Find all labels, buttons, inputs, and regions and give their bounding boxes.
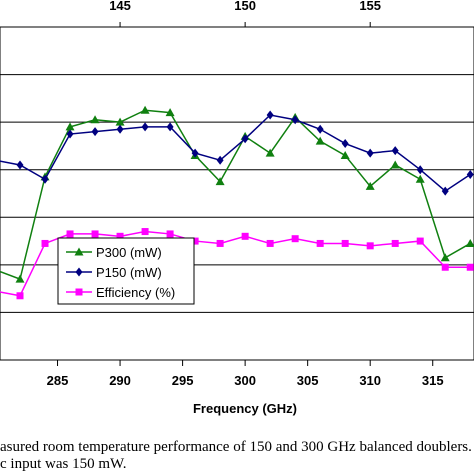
- legend-marker: [75, 267, 83, 277]
- data-point: [66, 129, 74, 139]
- data-point: [91, 127, 99, 137]
- data-point: [316, 239, 324, 247]
- x-tick-label: 290: [109, 373, 131, 388]
- data-point: [166, 122, 174, 132]
- data-point: [41, 174, 49, 184]
- data-point: [316, 124, 324, 134]
- data-point: [266, 110, 274, 120]
- series-line: [0, 230, 471, 297]
- data-point: [341, 139, 349, 149]
- data-point: [465, 238, 474, 247]
- data-point: [440, 253, 450, 262]
- legend-item: P150 (mW): [66, 265, 162, 280]
- figure-caption-line-1: asured room temperature performance of 1…: [0, 439, 472, 455]
- legend-marker: [74, 247, 84, 256]
- series-group: [0, 105, 474, 300]
- top-tick-label: 150: [234, 0, 256, 13]
- x-tick-label: 285: [47, 373, 69, 388]
- data-point: [441, 186, 449, 196]
- data-point: [140, 105, 150, 114]
- data-point: [215, 177, 225, 186]
- data-point: [216, 155, 224, 165]
- data-point: [466, 263, 474, 271]
- data-point: [366, 148, 374, 158]
- data-point: [66, 230, 74, 238]
- series-line: [0, 109, 471, 281]
- data-point: [415, 174, 425, 183]
- data-point: [241, 134, 249, 144]
- data-point: [16, 160, 24, 170]
- legend-marker: [75, 288, 83, 296]
- legend-label: P150 (mW): [96, 265, 162, 280]
- figure-caption-line-2: c input was 150 mW.: [0, 456, 127, 472]
- data-point: [16, 292, 24, 300]
- top-axis: 145 150 155: [109, 0, 381, 27]
- data-point: [141, 122, 149, 132]
- data-point: [391, 146, 399, 156]
- x-tick-label: 300: [234, 373, 256, 388]
- data-point: [340, 150, 350, 159]
- legend-item: P300 (mW): [66, 245, 162, 260]
- legend: P300 (mW) P150 (mW) Efficiency (%): [57, 237, 195, 305]
- data-point: [115, 117, 125, 126]
- data-point: [291, 115, 299, 125]
- data-point: [191, 237, 199, 245]
- data-point: [416, 165, 424, 175]
- data-point: [265, 148, 275, 157]
- data-point: [141, 228, 149, 236]
- data-point: [65, 122, 75, 131]
- data-point: [165, 108, 175, 117]
- data-point: [191, 148, 199, 158]
- data-point: [91, 230, 99, 238]
- series-3: [0, 228, 474, 300]
- data-point: [315, 136, 325, 145]
- data-point: [391, 239, 399, 247]
- data-point: [466, 169, 474, 179]
- data-point: [441, 263, 449, 271]
- top-tick-label: 155: [359, 0, 381, 13]
- data-point: [366, 242, 374, 250]
- x-axis-title: Frequency (GHz): [193, 401, 297, 416]
- data-point: [365, 181, 375, 190]
- series-line: [0, 114, 471, 193]
- data-point: [15, 274, 25, 283]
- data-point: [266, 239, 274, 247]
- series-2: [0, 110, 474, 196]
- data-point: [116, 124, 124, 134]
- data-point: [216, 239, 224, 247]
- x-axis: 285 290 295 300 305 310 315: [47, 360, 444, 388]
- plot-area: [0, 26, 474, 361]
- x-tick-label: 315: [422, 373, 444, 388]
- x-tick-label: 305: [297, 373, 319, 388]
- top-tick-label: 145: [109, 0, 131, 13]
- data-point: [291, 235, 299, 243]
- data-point: [116, 232, 124, 240]
- data-point: [166, 230, 174, 238]
- legend-item: Efficiency (%): [66, 285, 175, 300]
- data-point: [390, 160, 400, 169]
- legend-label: P300 (mW): [96, 245, 162, 260]
- x-tick-label: 295: [172, 373, 194, 388]
- data-point: [90, 115, 100, 124]
- data-point: [341, 239, 349, 247]
- x-tick-label: 310: [359, 373, 381, 388]
- data-point: [416, 237, 424, 245]
- data-point: [41, 239, 49, 247]
- legend-label: Efficiency (%): [96, 285, 175, 300]
- series-1: [0, 105, 474, 283]
- data-point: [241, 232, 249, 240]
